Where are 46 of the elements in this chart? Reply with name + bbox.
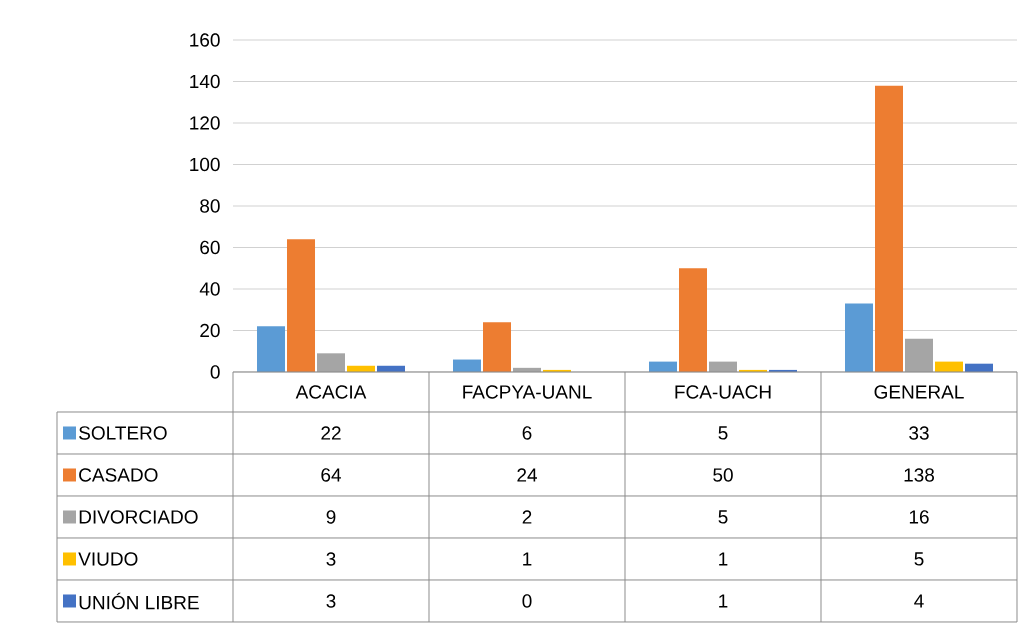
legend-label: SOLTERO — [79, 426, 167, 440]
y-tick-label: 140 — [190, 74, 220, 89]
bar — [845, 303, 873, 372]
data-label: 22 — [321, 426, 341, 440]
data-label: 3 — [326, 552, 336, 566]
x-tick-label: FCA-UACH — [675, 385, 771, 399]
data-label: 33 — [909, 426, 929, 440]
y-tick-label: 100 — [190, 157, 220, 172]
bar — [875, 85, 903, 372]
data-label: 5 — [718, 510, 728, 524]
bar — [257, 326, 286, 372]
y-tick-label: 80 — [200, 199, 220, 213]
y-tick-label: 120 — [190, 116, 220, 130]
y-tick-label: 160 — [190, 33, 220, 47]
legend-label: CASADO — [79, 468, 158, 482]
bar — [287, 239, 316, 372]
data-label: 4 — [914, 594, 924, 608]
data-label: 1 — [523, 552, 532, 566]
y-tick-label: 40 — [199, 282, 220, 296]
x-tick-label: ACACIA — [295, 385, 367, 399]
bar — [905, 338, 933, 372]
data-label: 1 — [719, 594, 728, 608]
legend-label: DIVORCIADO — [79, 510, 198, 524]
data-label: 5 — [718, 426, 728, 440]
legend-label: UNIÓN LIBRE — [79, 592, 199, 610]
x-tick-label: GENERAL — [874, 385, 964, 399]
data-label: 6 — [522, 426, 532, 440]
data-label: 24 — [517, 468, 538, 482]
y-tick-label: 0 — [210, 365, 220, 379]
data-label: 3 — [326, 594, 336, 608]
data-label: 16 — [909, 510, 929, 524]
y-tick-label: 60 — [200, 240, 220, 255]
legend-label: VIUDO — [78, 552, 138, 566]
data-label: 5 — [914, 552, 924, 566]
y-tick-label: 20 — [200, 323, 220, 338]
data-label: 138 — [904, 468, 935, 482]
x-tick-label: FACPYA-UANL — [463, 385, 592, 399]
data-label: 2 — [522, 510, 532, 524]
data-label: 0 — [522, 594, 532, 608]
bar — [483, 322, 511, 372]
bar — [679, 268, 707, 372]
data-label: 50 — [713, 468, 733, 482]
bar — [317, 353, 346, 372]
data-label: 64 — [321, 468, 342, 482]
data-label: 9 — [326, 510, 336, 524]
data-label: 1 — [719, 552, 728, 566]
